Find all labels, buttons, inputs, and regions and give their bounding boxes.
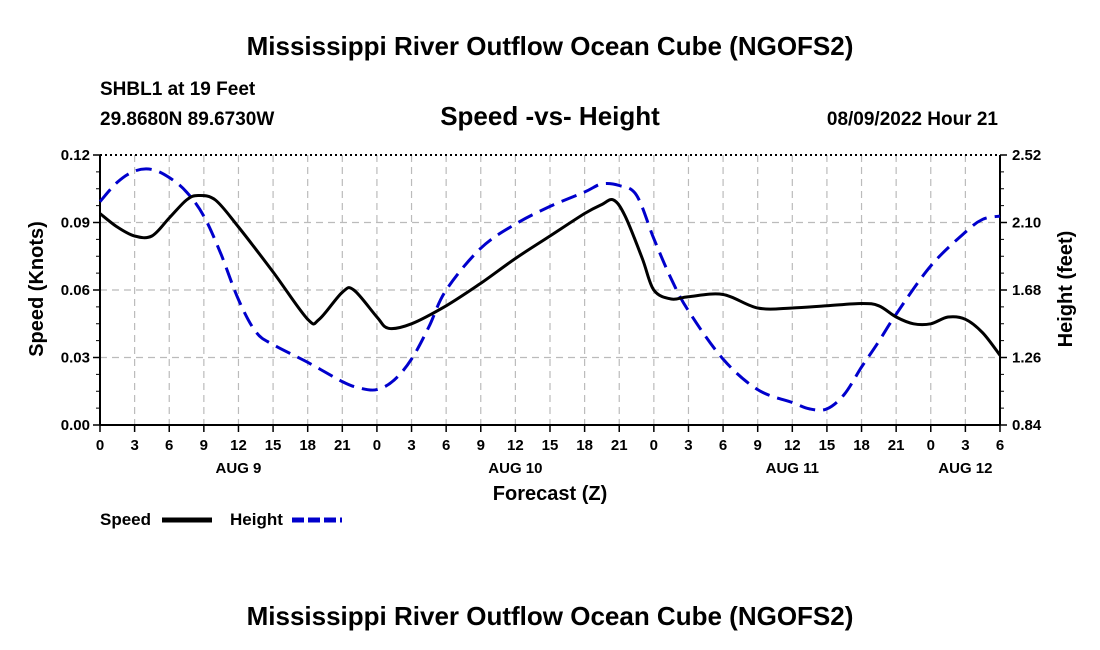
legend: Speed Height — [100, 510, 342, 529]
x-axis-label: Forecast (Z) — [493, 483, 607, 505]
date-label: AUG 12 — [938, 460, 992, 477]
series-lines — [98, 167, 1002, 412]
x-tick-label: 0 — [650, 437, 658, 454]
y-tick-label: 0.03 — [61, 350, 90, 367]
y-tick-label: 0.00 — [61, 417, 90, 434]
y2-tick-label: 2.52 — [1012, 147, 1041, 164]
x-tick-label: 9 — [477, 437, 485, 454]
chart-title: Mississippi River Outflow Ocean Cube (NG… — [247, 31, 854, 61]
x-tick-label: 21 — [611, 437, 628, 454]
x-tick-label: 3 — [130, 437, 138, 454]
x-tick-label: 12 — [507, 437, 524, 454]
x-tick-label: 6 — [719, 437, 727, 454]
x-tick-label: 0 — [96, 437, 104, 454]
x-tick-label: 18 — [576, 437, 593, 454]
x-tick-label: 6 — [996, 437, 1004, 454]
legend-height-label: Height — [230, 510, 283, 529]
x-tick-label: 9 — [754, 437, 762, 454]
chart-subtitle: Speed -vs- Height — [440, 101, 660, 131]
y2-tick-label: 2.10 — [1012, 215, 1041, 232]
station-label: SHBL1 at 19 Feet — [100, 79, 256, 100]
ticks: 0.00 0.03 0.06 0.09 0.12 0.84 1.26 1.68 2.10 2.52… — [61, 147, 1042, 477]
x-tick-label: 21 — [334, 437, 351, 454]
y2-tick-label: 0.84 — [1012, 417, 1042, 434]
height-series-line — [98, 167, 1001, 412]
x-tick-label: 0 — [373, 437, 381, 454]
x-tick-label: 3 — [961, 437, 969, 454]
legend-speed-label: Speed — [100, 510, 151, 529]
x-tick-label: 6 — [165, 437, 173, 454]
footer-title: Mississippi River Outflow Ocean Cube (NG… — [247, 601, 854, 631]
date-label: AUG 11 — [766, 460, 819, 477]
x-tick-label: 15 — [819, 437, 836, 454]
x-tick-label: 12 — [230, 437, 247, 454]
x-tick-label: 15 — [265, 437, 282, 454]
x-tick-label: 0 — [927, 437, 935, 454]
speed-series-line — [99, 193, 1002, 357]
y-tick-label: 0.09 — [61, 215, 90, 232]
y-tick-label: 0.06 — [61, 282, 90, 299]
x-tick-label: 12 — [784, 437, 801, 454]
x-tick-label: 3 — [407, 437, 415, 454]
grid — [100, 155, 1000, 425]
x-tick-label: 15 — [542, 437, 559, 454]
y-axis-label: Speed (Knots) — [26, 221, 48, 357]
y2-tick-label: 1.68 — [1012, 282, 1041, 299]
date-label: AUG 9 — [216, 460, 262, 477]
x-tick-label: 18 — [853, 437, 870, 454]
y-tick-label: 0.12 — [61, 147, 90, 164]
x-tick-label: 9 — [200, 437, 208, 454]
station-coords: 29.8680N 89.6730W — [100, 109, 274, 130]
x-tick-label: 3 — [684, 437, 692, 454]
y2-tick-label: 1.26 — [1012, 350, 1041, 367]
x-tick-label: 18 — [299, 437, 316, 454]
forecast-datetime: 08/09/2022 Hour 21 — [827, 109, 999, 130]
y2-axis-label: Height (feet) — [1055, 231, 1077, 348]
x-tick-label: 6 — [442, 437, 450, 454]
x-tick-label: 21 — [888, 437, 905, 454]
date-label: AUG 10 — [488, 460, 542, 477]
